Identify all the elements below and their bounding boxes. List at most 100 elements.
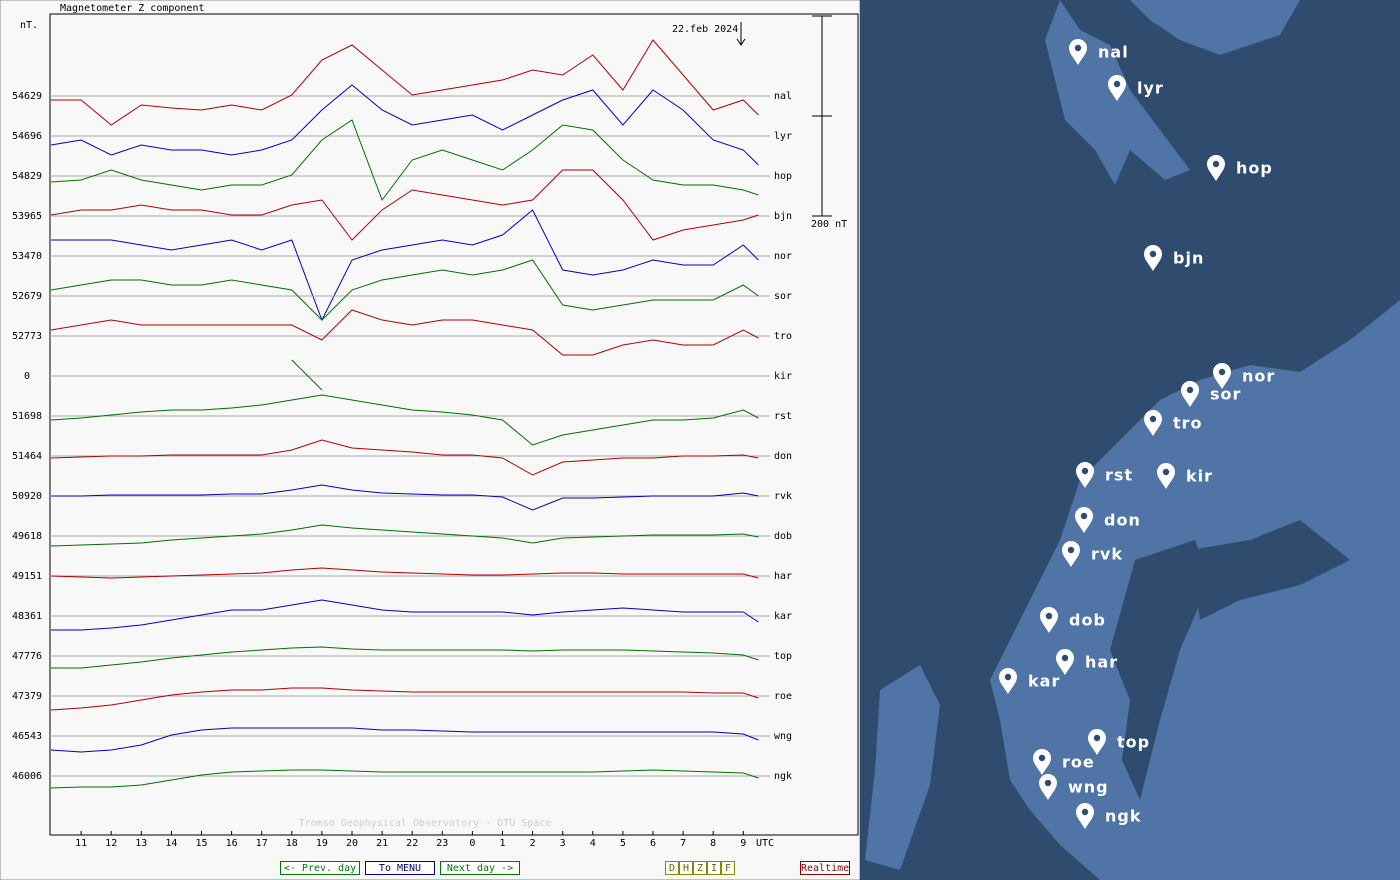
station-pin [1040,607,1058,633]
prev-day-button[interactable]: <- Prev. day [280,861,360,875]
plot-frame [49,13,859,836]
x-tick-label: 3 [560,838,566,849]
station-pin [1076,462,1094,488]
trace [50,119,759,202]
station-pin [1157,463,1175,489]
station-pin [1039,774,1057,800]
station-pin [1144,245,1162,271]
station-label: tro [774,331,792,342]
menu-button[interactable]: To MENU [365,861,435,875]
x-tick-label: 19 [316,838,328,849]
x-tick-label: 4 [590,838,596,849]
pin-hole [1162,468,1170,476]
station-pin [1056,649,1074,675]
pin-hole [1113,80,1121,88]
station-label: nal [774,91,792,102]
pin-hole [1212,160,1220,168]
x-axis-label: UTC [756,838,774,849]
station-pin [1144,410,1162,436]
station-name: rvk [1091,545,1123,564]
x-tick-label: 18 [286,838,298,849]
baseline-label: 54696 [12,131,42,142]
x-tick-label: 12 [105,838,117,849]
station-label: top [774,651,792,662]
baseline-label: 49151 [12,571,42,582]
trace [291,359,323,391]
pin-hole [1061,654,1069,662]
trace [51,484,759,511]
chart-title: Magnetometer Z component [60,3,205,14]
trace [50,687,759,711]
station-pin [1181,381,1199,407]
baseline-label: 53470 [12,251,42,262]
component-button[interactable]: H [679,861,693,875]
pin-hole [1081,467,1089,475]
baseline-label: 54629 [12,91,42,102]
station-name: dob [1069,611,1106,630]
station-label: sor [774,291,792,302]
baseline-label: 49618 [12,531,42,542]
pin-hole [1038,754,1046,762]
station-name: top [1117,733,1150,752]
station-name: kar [1028,672,1060,691]
component-button[interactable]: D [665,861,679,875]
realtime-button[interactable]: Realtime [800,861,850,875]
trace [50,567,759,579]
station-name: roe [1062,753,1095,772]
x-tick-label: 8 [710,838,716,849]
trace [51,209,759,322]
next-day-button[interactable]: Next day -> [440,861,520,875]
baseline-label: 46543 [12,731,42,742]
station-name: ngk [1105,807,1141,826]
x-tick-label: 21 [376,838,388,849]
baseline-label: 52773 [12,331,42,342]
pin-hole [1080,512,1088,520]
baseline-label: 54829 [12,171,42,182]
station-label: don [774,451,792,462]
x-tick-label: 6 [650,838,656,849]
station-name: kir [1186,467,1213,486]
component-button[interactable]: Z [693,861,707,875]
baseline-label: 51698 [12,411,42,422]
station-label: bjn [774,211,792,222]
station-name: sor [1210,385,1241,404]
component-button[interactable]: F [721,861,735,875]
baseline-label: 0 [24,371,30,382]
x-tick-label: 2 [530,838,536,849]
trace [50,524,759,547]
trace [50,394,759,446]
station-label: wng [774,731,792,742]
date-label: 22.feb 2024 [672,24,738,35]
x-tick-label: 9 [740,838,746,849]
x-tick-label: 14 [165,838,177,849]
component-button[interactable]: I [707,861,721,875]
station-name: nor [1242,367,1275,386]
station-label: nor [774,251,792,262]
station-name: bjn [1173,249,1204,268]
station-label: hop [774,171,792,182]
trace [50,259,759,321]
credit: Tromso Geophysical Observatory - DTU Spa… [299,818,552,829]
baseline-label: 52679 [12,291,42,302]
station-name: don [1104,511,1141,530]
station-name: nal [1098,43,1129,62]
station-pin [1069,39,1087,65]
station-name: hop [1236,159,1273,178]
station-label: rvk [774,491,792,502]
x-tick-label: 1 [499,838,505,849]
station-label: dob [774,531,792,542]
station-pin [1088,729,1106,755]
station-label: kir [774,371,792,382]
trace [50,439,759,476]
nordaustlandet [1130,0,1300,55]
pin-hole [1186,386,1194,394]
scale-bar-label: 200 nT [811,219,847,230]
pin-hole [1067,546,1075,554]
baseline-label: 48361 [12,611,42,622]
station-label: roe [774,691,792,702]
baseline-label: 50920 [12,491,42,502]
trace [51,646,759,669]
station-pin [1213,363,1231,389]
